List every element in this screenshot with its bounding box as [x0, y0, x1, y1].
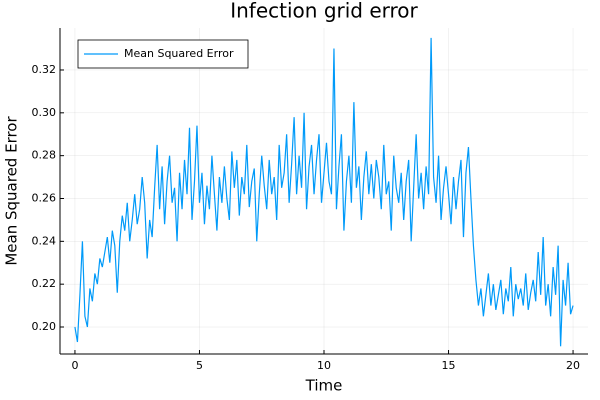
legend-label: Mean Squared Error	[124, 47, 234, 60]
y-tick-label: 0.32	[32, 63, 57, 76]
y-tick-label: 0.28	[32, 149, 57, 162]
x-tick-label: 5	[196, 359, 203, 372]
x-tick-label: 20	[566, 359, 580, 372]
y-tick-label: 0.30	[32, 106, 57, 119]
y-tick-label: 0.20	[32, 320, 57, 333]
x-tick-label: 10	[317, 359, 331, 372]
chart-title: Infection grid error	[230, 0, 418, 23]
x-tick-label: 0	[71, 359, 78, 372]
x-tick-label: 15	[442, 359, 456, 372]
x-axis-label: Time	[305, 377, 343, 395]
y-tick-label: 0.24	[32, 234, 57, 247]
data-line	[74, 37, 574, 347]
y-axis-label: Mean Squared Error	[3, 116, 21, 266]
y-tick-label: 0.22	[32, 277, 57, 290]
y-tick-label: 0.26	[32, 191, 57, 204]
